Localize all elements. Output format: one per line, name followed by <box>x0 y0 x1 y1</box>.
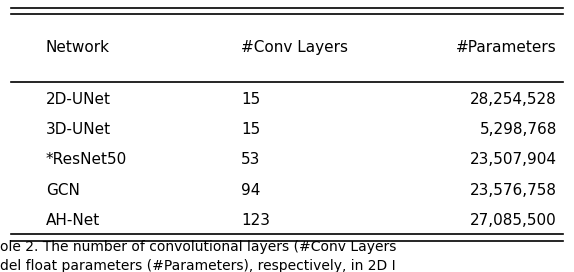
Text: 28,254,528: 28,254,528 <box>470 92 557 107</box>
Text: *ResNet50: *ResNet50 <box>46 152 127 168</box>
Text: 15: 15 <box>241 92 261 107</box>
Text: 123: 123 <box>241 213 270 228</box>
Text: 23,576,758: 23,576,758 <box>470 183 557 198</box>
Text: 15: 15 <box>241 122 261 137</box>
Text: 53: 53 <box>241 152 261 168</box>
Text: ole 2. The number of convolutional layers (#Conv Layers: ole 2. The number of convolutional layer… <box>0 240 397 255</box>
Text: #Conv Layers: #Conv Layers <box>241 40 348 55</box>
Text: 2D-UNet: 2D-UNet <box>46 92 111 107</box>
Text: 94: 94 <box>241 183 261 198</box>
Text: 27,085,500: 27,085,500 <box>470 213 557 228</box>
Text: Network: Network <box>46 40 110 55</box>
Text: 5,298,768: 5,298,768 <box>479 122 557 137</box>
Text: 23,507,904: 23,507,904 <box>470 152 557 168</box>
Text: #Parameters: #Parameters <box>456 40 557 55</box>
Text: del float parameters (#Parameters), respectively, in 2D I: del float parameters (#Parameters), resp… <box>0 259 395 272</box>
Text: GCN: GCN <box>46 183 80 198</box>
Text: AH-Net: AH-Net <box>46 213 100 228</box>
Text: 3D-UNet: 3D-UNet <box>46 122 111 137</box>
